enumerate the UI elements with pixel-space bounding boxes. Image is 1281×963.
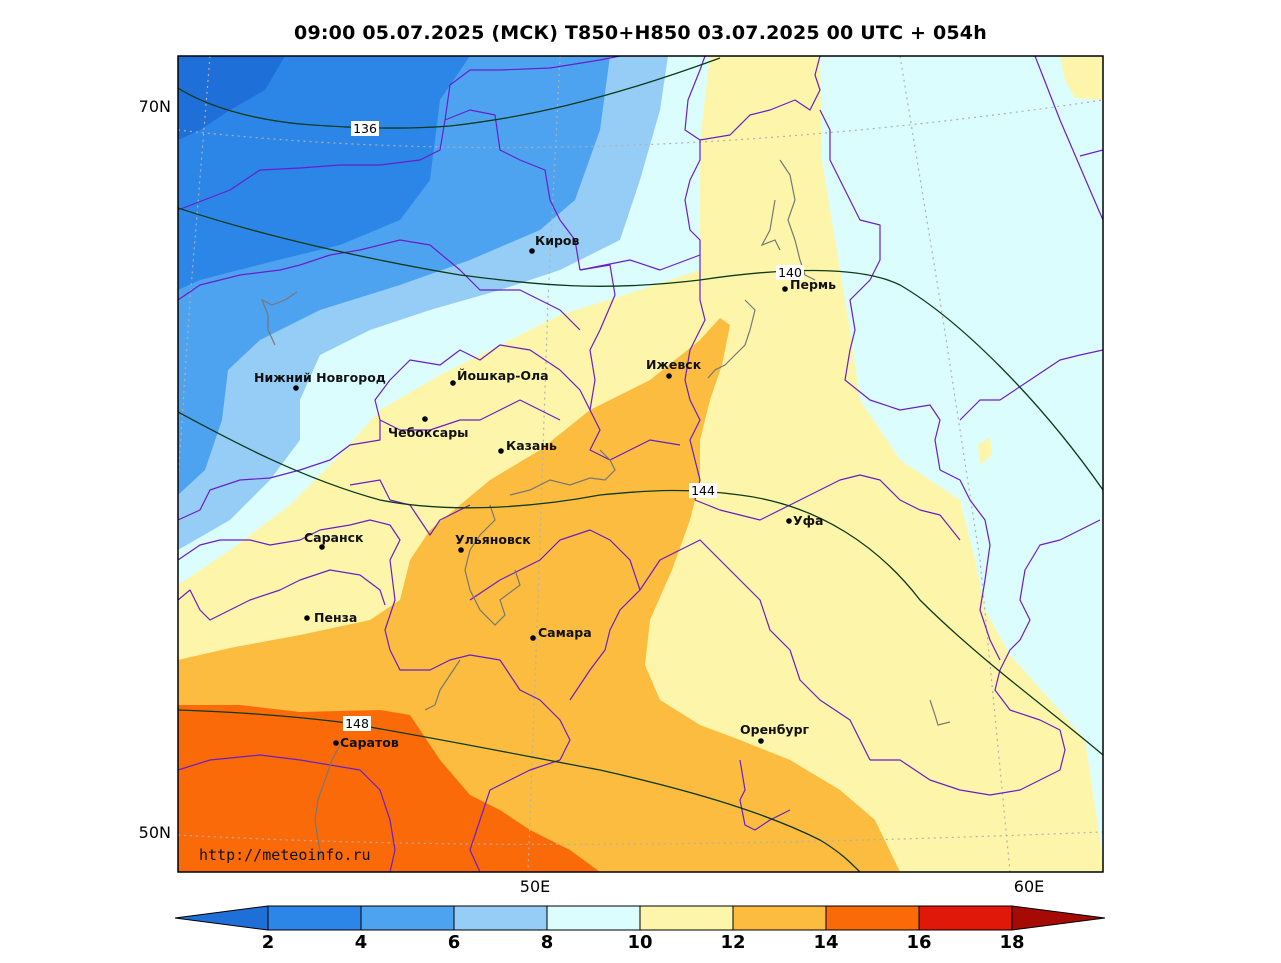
band-2-4 [178,56,470,290]
city-label: Ульяновск [455,532,531,547]
colorbar-tick: 16 [906,932,931,953]
colorbar-cell-lt-2 [175,906,268,930]
city-saransk: Саранск [304,530,364,550]
city-penza: Пенза [304,610,357,625]
city-marker [450,380,456,386]
city-label: Ижевск [646,357,702,372]
city-label: Оренбург [740,722,810,737]
isohypse-label-148: 148 [345,716,369,731]
city-label: Пенза [314,610,357,625]
colorbar-cell-12-14 [733,906,826,930]
temperature-fill [178,56,1103,872]
city-label: Саратов [340,735,399,750]
colorbar-cell-14-16 [826,906,919,930]
city-marker [293,385,299,391]
city-marker [786,518,792,524]
colorbar: 2 4 6 8 10 12 14 16 18 [174,905,1106,953]
city-label: Йошкар-Ола [457,368,549,383]
cities: Киров Пермь Нижний Новгород Йошкар-Ола И… [254,233,836,750]
city-marker [458,547,464,553]
colorbar-cell-4-6 [361,906,454,930]
city-perm: Пермь [782,277,836,292]
city-marker [782,286,788,292]
city-marker [529,248,535,254]
colorbar-tick: 12 [720,932,745,953]
lon-label-60e: 60E [1014,877,1044,896]
colorbar-tick: 8 [541,932,554,953]
band-lt-2 [178,56,285,140]
city-orenburg: Оренбург [740,722,810,744]
colorbar-cell-10-12 [640,906,733,930]
colorbar-cell-16-18 [919,906,1012,930]
city-marker [422,416,428,422]
band-14-16 [178,705,600,872]
colorbar-tick: 18 [999,932,1024,953]
rivers [260,159,951,861]
city-kazan: Казань [498,438,557,454]
city-marker [333,740,339,746]
city-marker [666,373,672,379]
isohypse-label-144: 144 [691,483,715,498]
city-izhevsk: Ижевск [646,357,702,379]
colorbar-tick: 6 [448,932,461,953]
isohypse-lines [178,57,1103,872]
map-title: 09:00 05.07.2025 (МСК) T850+H850 03.07.2… [294,22,987,44]
city-samara: Самара [530,625,592,641]
isohypse-label-140: 140 [778,265,802,280]
lon-label-50e: 50E [520,877,550,896]
colorbar-cell-8-10 [547,906,640,930]
colorbar-tick: 14 [813,932,838,953]
city-label: Пермь [790,277,836,292]
plot-frame [177,55,1104,873]
band-8-10-east [820,56,1103,860]
watermark-url: http://meteoinfo.ru [199,846,371,864]
lat-label-70n: 70N [139,97,171,116]
colorbar-tick: 10 [627,932,652,953]
colorbar-tick: 2 [262,932,275,953]
isohypse-labels: 136 140 144 148 [343,121,804,731]
city-ufa: Уфа [786,513,823,528]
city-label: Киров [535,233,580,248]
colorbar-cell-2-4 [268,906,361,930]
city-nizhny-novgorod: Нижний Новгород [254,370,386,391]
city-kirov: Киров [529,233,580,254]
isohypse-label-136: 136 [353,121,377,136]
colorbar-cell-gt-18 [1012,906,1105,930]
region-borders [178,56,1103,872]
colorbar-tick: 4 [355,932,368,953]
colorbar-cell-6-8 [454,906,547,930]
city-label: Казань [506,438,557,453]
city-label: Нижний Новгород [254,370,386,385]
city-label: Саранск [304,530,364,545]
city-marker [758,738,764,744]
city-marker [530,635,536,641]
city-saratov: Саратов [333,735,399,750]
city-label: Чебоксары [388,425,468,440]
city-cheboksary: Чебоксары [388,416,468,440]
city-yoshkar-ola: Йошкар-Ола [450,368,549,386]
city-marker [498,448,504,454]
city-label: Уфа [793,513,823,528]
city-marker [319,544,325,550]
lat-label-50n: 50N [139,823,171,842]
city-ulyanovsk: Ульяновск [455,532,531,553]
band-10-12-ne [1060,56,1103,100]
city-label: Самара [538,625,592,640]
graticule [178,56,1103,872]
city-marker [304,615,310,621]
